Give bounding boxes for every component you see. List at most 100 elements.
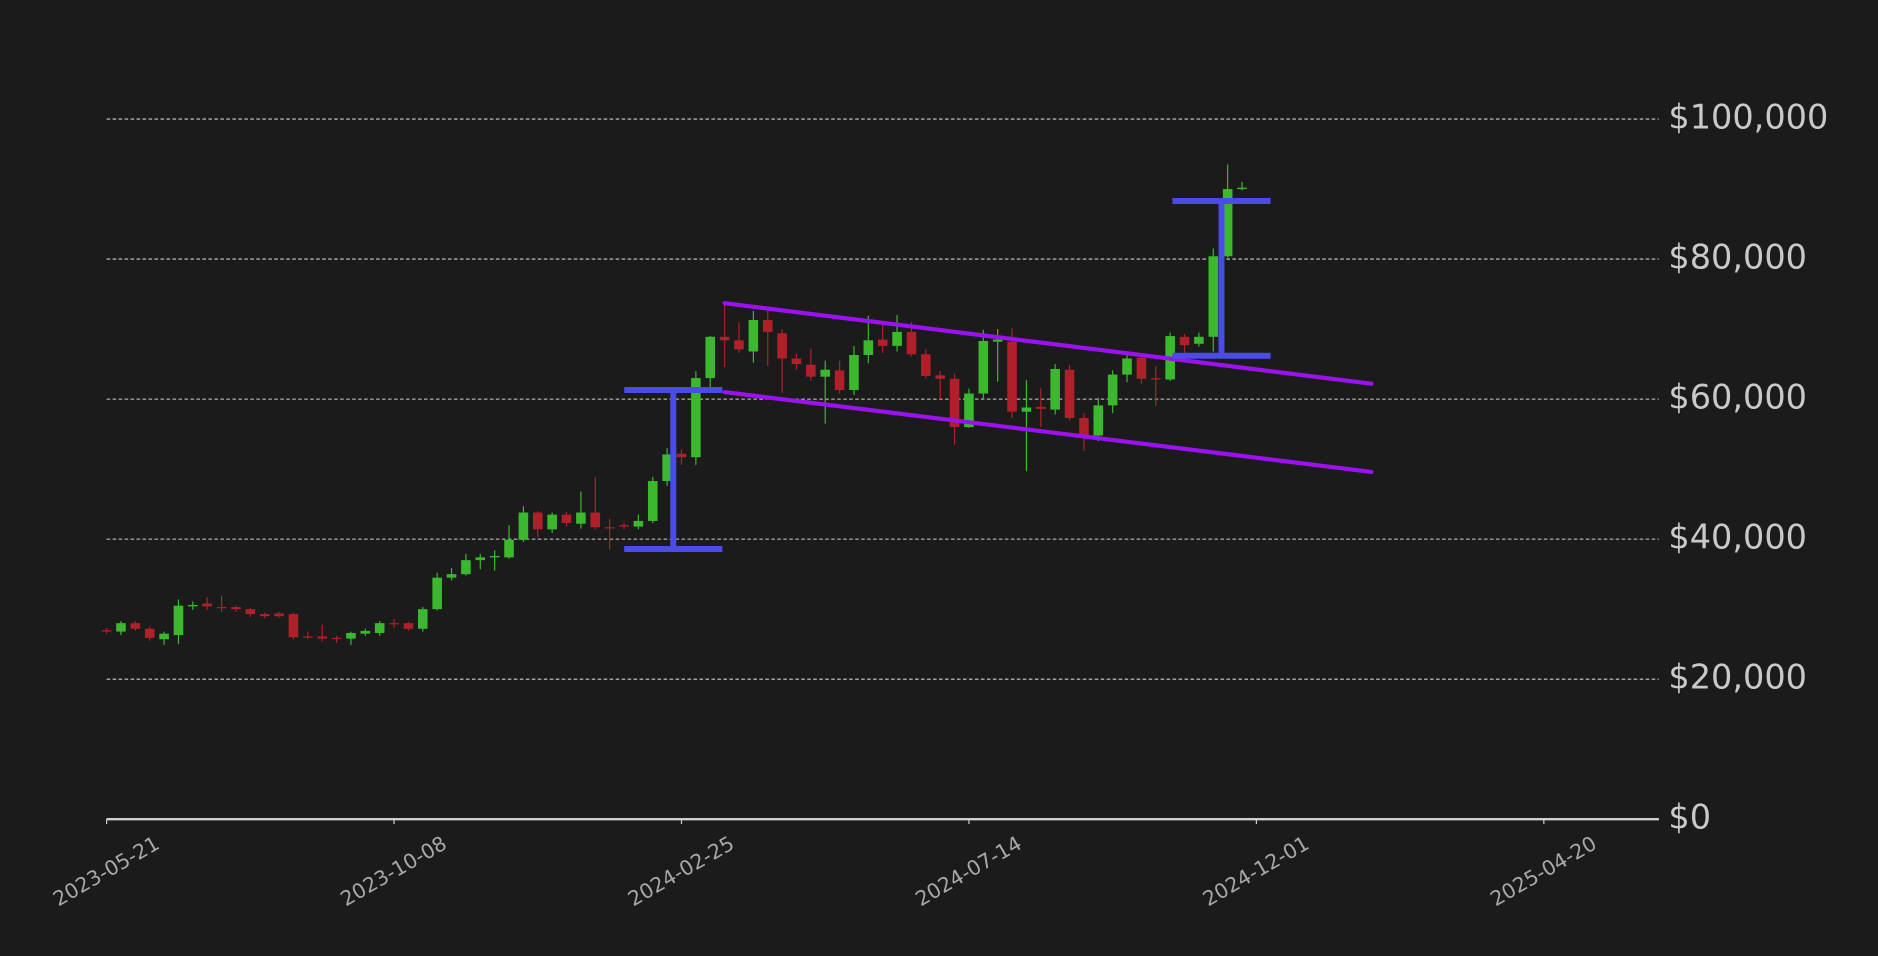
candle [791, 353, 802, 370]
candle-body [475, 557, 486, 561]
candle [489, 550, 500, 571]
candle-body [1136, 357, 1147, 379]
candle-body [619, 525, 629, 527]
candle-body [259, 614, 270, 617]
candle [216, 595, 227, 612]
candle-body [1079, 418, 1089, 436]
candle [834, 360, 845, 394]
candle-body [403, 623, 414, 629]
candle-body [978, 340, 989, 394]
candle [935, 371, 945, 400]
candle [1150, 366, 1161, 407]
y-tick-label: $20,000 [1668, 658, 1807, 697]
candle [504, 525, 514, 559]
candle-body [791, 358, 802, 365]
candle [346, 631, 356, 645]
candle [331, 635, 342, 643]
channel-line [722, 301, 1374, 386]
candle [274, 611, 284, 618]
candle-body [1222, 189, 1233, 257]
candle [159, 631, 169, 645]
candle-body [346, 632, 356, 639]
candle-body [1107, 374, 1118, 406]
candle-body [303, 636, 313, 638]
candle-body [921, 354, 931, 377]
candle-body [604, 527, 615, 529]
candle-body [1050, 369, 1060, 410]
candle-body [1122, 358, 1132, 375]
candle [173, 599, 184, 645]
candle [576, 491, 586, 529]
candle [1208, 248, 1219, 352]
candle-body [849, 354, 859, 391]
candle-body [762, 319, 773, 332]
candle-body [245, 609, 256, 615]
measure [624, 387, 723, 552]
candle-body [1194, 336, 1204, 344]
candle [446, 567, 457, 581]
candle [461, 553, 471, 576]
candle-body [647, 481, 658, 521]
candle-body [389, 623, 399, 625]
candle-body [101, 630, 112, 632]
candle [116, 621, 126, 636]
candle [288, 612, 299, 640]
candle-body [374, 623, 385, 633]
candle [130, 621, 141, 631]
candle-body [360, 630, 371, 634]
y-tick-label: $40,000 [1668, 518, 1807, 557]
candle [1237, 182, 1247, 191]
candle-body [633, 520, 644, 527]
candle [662, 448, 672, 486]
candle-body [317, 636, 327, 639]
candle [604, 518, 615, 550]
candle [921, 349, 931, 379]
candle-body [906, 331, 917, 355]
candle-body [144, 628, 155, 638]
candle-body [1007, 341, 1017, 412]
candle [619, 522, 629, 530]
candle-body [504, 539, 514, 558]
candle [762, 310, 773, 367]
candle [259, 612, 270, 619]
candle [820, 360, 831, 424]
candle-body [274, 613, 284, 617]
candle [705, 336, 716, 393]
candle-body [173, 605, 184, 636]
candle-body [777, 333, 787, 359]
candle-body [748, 319, 759, 352]
candle-body [576, 512, 586, 524]
candle-body [518, 512, 529, 540]
candle-body [705, 336, 716, 379]
candle-body [288, 614, 299, 638]
candle [748, 310, 759, 363]
candle [647, 476, 658, 524]
candle [1064, 364, 1075, 421]
candle [691, 371, 701, 465]
candle [403, 621, 414, 631]
candle [245, 607, 256, 617]
candle [303, 631, 313, 640]
candle-body [116, 623, 126, 632]
candle [633, 514, 644, 530]
candle [1179, 333, 1190, 353]
candle-body [662, 454, 672, 482]
candle-body [877, 339, 888, 346]
candle [1079, 413, 1089, 451]
candle-body [935, 375, 945, 379]
candle-body [820, 369, 831, 377]
candle [231, 605, 241, 612]
y-tick-label: $100,000 [1668, 98, 1828, 137]
candle-body [489, 555, 500, 558]
candle [1021, 380, 1032, 472]
candle [949, 373, 960, 445]
candle [1122, 353, 1132, 383]
candle [475, 553, 486, 570]
candle [978, 329, 989, 400]
candle-body [719, 336, 730, 341]
candle [432, 572, 442, 611]
candle [719, 303, 730, 367]
candle-body [964, 393, 974, 428]
